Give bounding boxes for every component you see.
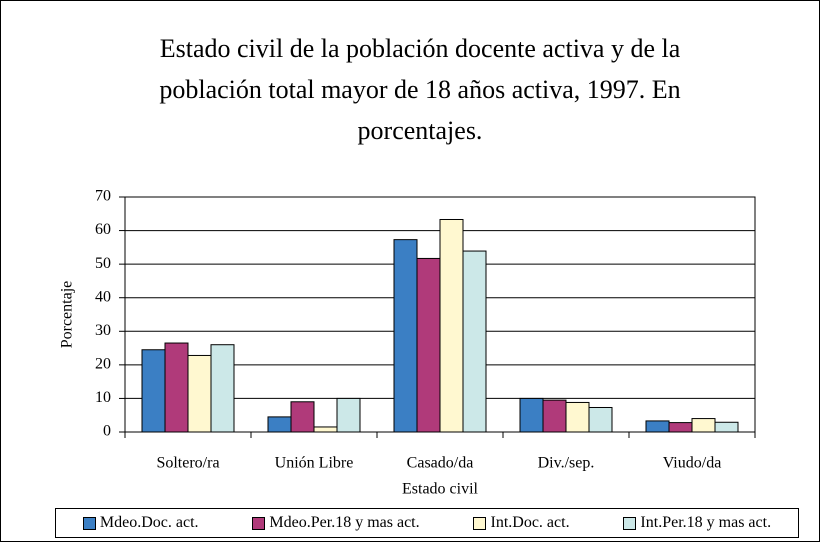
- y-tick-label: 10: [95, 389, 111, 406]
- legend: Mdeo.Doc. act. Mdeo.Per.18 y mas act. Int.…: [55, 508, 799, 538]
- bar: [313, 426, 338, 433]
- y-tick-label: 60: [95, 221, 111, 238]
- bar: [164, 342, 189, 433]
- legend-item: Mdeo.Per.18 y mas act.: [252, 514, 420, 532]
- y-axis-label: Porcentaje: [59, 281, 76, 349]
- y-tick-label: 30: [95, 322, 111, 339]
- bar: [668, 422, 693, 433]
- y-tick-label: 0: [103, 423, 111, 440]
- bar: [588, 406, 613, 433]
- x-axis-label: Estado civil: [402, 481, 479, 498]
- bar: [267, 416, 292, 433]
- legend-item: Int.Doc. act.: [473, 514, 570, 532]
- x-tick-label: Soltero/ra: [156, 455, 219, 472]
- y-tick-label: 70: [95, 188, 111, 205]
- legend-swatch: [623, 516, 637, 530]
- bar: [141, 349, 166, 433]
- y-tick-label: 50: [95, 255, 111, 272]
- bar: [462, 250, 487, 433]
- legend-item: Mdeo.Doc. act.: [82, 514, 199, 532]
- x-tick-label: Viudo/da: [663, 455, 722, 472]
- bar: [393, 239, 418, 433]
- legend-label: Int.Doc. act.: [490, 514, 570, 531]
- bar: [210, 344, 235, 433]
- x-tick-label: Unión Libre: [275, 455, 354, 472]
- bar: [645, 420, 670, 433]
- x-tick-label: Casado/da: [407, 455, 474, 472]
- bar: [187, 354, 212, 433]
- y-tick-label: 40: [95, 288, 111, 305]
- bar: [336, 397, 361, 433]
- legend-label: Mdeo.Per.18 y mas act.: [269, 514, 420, 531]
- y-tick-label: 20: [95, 356, 111, 373]
- legend-swatch: [252, 516, 266, 530]
- bar: [714, 421, 739, 433]
- legend-label: Int.Per.18 y mas act.: [640, 514, 772, 531]
- bar: [542, 399, 567, 433]
- bar: [290, 401, 315, 433]
- bar: [519, 397, 544, 433]
- legend-swatch: [82, 516, 96, 530]
- bar: [439, 218, 464, 433]
- chart-title: Estado civil de la población docente act…: [159, 34, 681, 145]
- legend-item: Int.Per.18 y mas act.: [623, 514, 771, 532]
- legend-swatch: [473, 516, 487, 530]
- bar: [416, 257, 441, 433]
- bar: [691, 418, 716, 433]
- x-tick-label: Div./sep.: [538, 455, 595, 472]
- bar: [565, 401, 590, 433]
- legend-label: Mdeo.Doc. act.: [99, 514, 199, 531]
